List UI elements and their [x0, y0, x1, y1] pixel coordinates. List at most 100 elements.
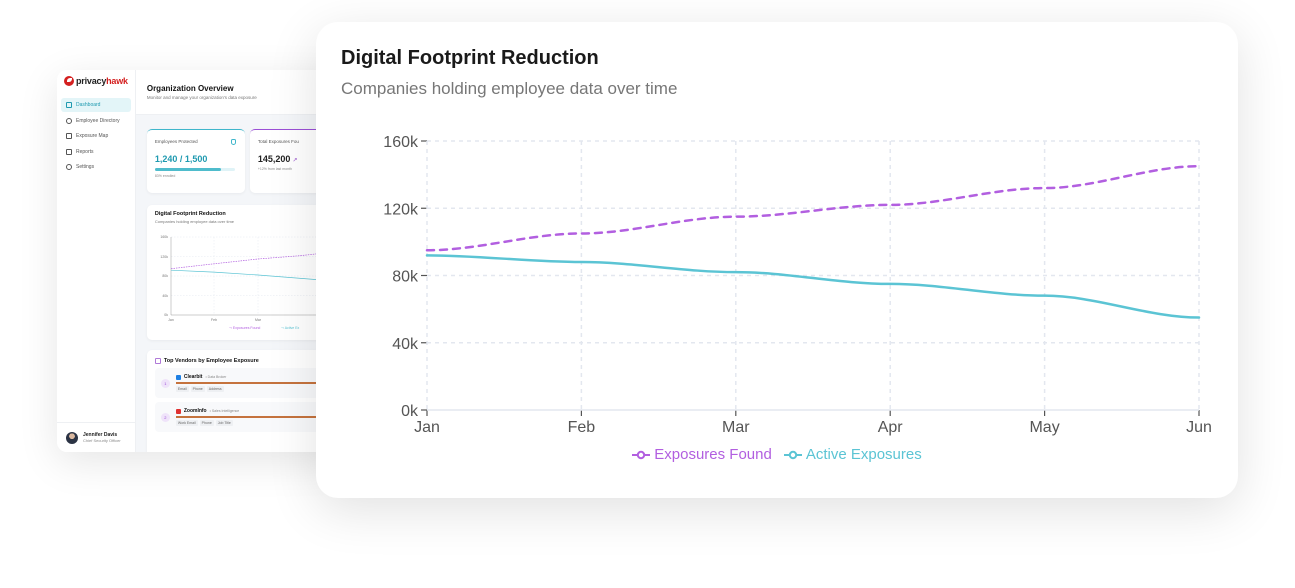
svg-text:Jan: Jan	[168, 318, 174, 322]
sidebar-item-label: Settings	[76, 164, 95, 170]
data-type-tag: Job Title	[215, 420, 233, 426]
top-vendors-card: Top Vendors by Employee Exposure 1 Clear…	[146, 350, 347, 452]
svg-text:80k: 80k	[162, 274, 168, 278]
document-icon	[66, 148, 72, 155]
users-icon	[66, 117, 72, 124]
svg-text:40k: 40k	[162, 294, 168, 298]
mini-chart-title: Digital Footprint Reduction	[154, 211, 226, 217]
avatar	[66, 431, 78, 444]
vendor-exposure-bar	[175, 416, 316, 418]
brand-logo[interactable]: privacyhawk	[57, 70, 135, 92]
vendor-category: • Sales Intelligence	[209, 409, 240, 413]
gear-icon	[66, 164, 72, 170]
vendor-rank: 2	[160, 412, 170, 422]
legend-item-active-exposures[interactable]: Active Exposures	[783, 446, 922, 463]
sidebar-item-label: Reports	[76, 148, 94, 155]
user-name: Jennifer Davis	[83, 432, 118, 438]
user-role: Chief Security Officer	[83, 438, 121, 443]
svg-text:Apr: Apr	[878, 419, 904, 436]
grid-icon	[66, 102, 72, 108]
footprint-chart-card: Digital Footprint Reduction Companies ho…	[316, 22, 1238, 498]
building-icon	[154, 358, 161, 364]
data-type-tag: Phone	[199, 420, 214, 426]
sidebar-item-settings[interactable]: Settings	[61, 160, 131, 174]
main-content: Organization Overview Monitor and manage…	[135, 70, 347, 452]
user-profile[interactable]: Jennifer Davis Chief Security Officer	[57, 422, 135, 452]
enrollment-progress-bar	[154, 168, 235, 171]
svg-text:⊸ Exposures Found: ⊸ Exposures Found	[229, 326, 260, 330]
sidebar-item-label: Exposure Map	[76, 133, 109, 139]
exposures-found-line	[425, 164, 1201, 252]
svg-text:Feb: Feb	[568, 419, 596, 436]
vendor-name: ZoomInfo	[183, 408, 207, 414]
line-chart[interactable]: 0k 40k 80k 120k 160k Jan Feb Mar Apr May Jun	[316, 22, 1238, 498]
kpi-value: 1,240 / 1,500	[154, 154, 208, 164]
data-type-tag: Address	[206, 386, 224, 392]
sidebar-nav: Dashboard Employee Directory Exposure Ma…	[57, 92, 135, 182]
sidebar-item-employee-directory[interactable]: Employee Directory	[61, 114, 131, 128]
vendor-rank: 1	[160, 378, 170, 388]
svg-text:160k: 160k	[160, 235, 168, 239]
line-marker-icon	[783, 450, 802, 459]
zoominfo-logo-icon	[175, 408, 181, 414]
vendor-category: • Data Broker	[205, 375, 227, 379]
page-header: Organization Overview Monitor and manage…	[135, 70, 347, 115]
active-exposures-line	[425, 254, 1201, 319]
svg-text:120k: 120k	[383, 201, 419, 218]
data-type-tag: Email	[175, 386, 189, 392]
svg-text:⊸ Active Ex: ⊸ Active Ex	[281, 326, 300, 330]
shield-icon	[230, 139, 236, 145]
mini-line-chart: 160k 120k 80k 40k 0k Jan Feb Mar ⊸ Exposures F…	[160, 235, 347, 330]
svg-text:May: May	[1029, 419, 1059, 436]
svg-text:120k: 120k	[160, 255, 168, 259]
vendor-row[interactable]: 1 Clearbit • Data Broker Email Phone Add…	[154, 368, 339, 398]
sidebar-item-label: Employee Directory	[76, 117, 120, 124]
data-type-tag: Phone	[190, 386, 205, 392]
chart-subtitle: Companies holding employee data over tim…	[341, 79, 678, 98]
svg-text:Jun: Jun	[1186, 419, 1212, 436]
brand-name-part1: privacy	[76, 76, 107, 86]
kpi-note: +12% from last month	[257, 167, 292, 171]
chart-title: Digital Footprint Reduction	[341, 47, 599, 69]
clearbit-logo-icon	[175, 374, 181, 380]
vendor-name: Clearbit	[183, 374, 203, 380]
sidebar-item-exposure-map[interactable]: Exposure Map	[61, 129, 131, 143]
dashed-line-marker-icon	[632, 450, 651, 459]
sidebar-item-reports[interactable]: Reports	[61, 145, 131, 159]
legend-label: Active Exposures	[805, 446, 922, 463]
svg-text:Feb: Feb	[211, 318, 217, 322]
chart-legend: Exposures Found Active Exposures	[316, 446, 1238, 463]
kpi-employees-protected[interactable]: Employees Protected 1,240 / 1,500 83% en…	[146, 129, 245, 193]
trend-up-icon: ↗	[292, 158, 298, 164]
svg-text:Jan: Jan	[414, 419, 440, 436]
hawk-logo-icon	[64, 76, 74, 86]
page-subtitle: Monitor and manage your organization's d…	[146, 95, 257, 100]
page-title: Organization Overview	[146, 84, 234, 93]
mini-chart-subtitle: Companies holding employee data over tim…	[154, 219, 234, 224]
svg-text:40k: 40k	[392, 336, 419, 353]
svg-text:Mar: Mar	[255, 318, 262, 322]
kpi-label: Employees Protected	[154, 139, 198, 144]
kpi-note: 83% enrolled	[154, 174, 176, 178]
data-type-tag: Work Email	[175, 420, 198, 426]
brand-name-part2: hawk	[106, 76, 128, 86]
mini-chart-card: Digital Footprint Reduction Companies ho…	[146, 205, 347, 340]
legend-item-exposures-found[interactable]: Exposures Found	[632, 446, 772, 463]
sidebar-item-dashboard[interactable]: Dashboard	[61, 98, 131, 112]
vendors-title: Top Vendors by Employee Exposure	[163, 358, 259, 364]
svg-text:160k: 160k	[383, 134, 419, 151]
vendor-exposure-bar	[175, 382, 316, 384]
dashboard-window: privacyhawk Dashboard Employee Directory…	[57, 70, 347, 452]
vendor-row[interactable]: 2 ZoomInfo • Sales Intelligence Work Ema…	[154, 402, 339, 432]
map-icon	[66, 133, 72, 139]
kpi-value: 145,200	[257, 154, 291, 164]
svg-text:Mar: Mar	[722, 419, 750, 436]
sidebar: privacyhawk Dashboard Employee Directory…	[57, 70, 136, 452]
kpi-label: Total Exposures Fou	[257, 139, 299, 144]
svg-text:0k: 0k	[401, 403, 419, 420]
legend-label: Exposures Found	[654, 446, 772, 463]
svg-text:80k: 80k	[392, 269, 419, 286]
svg-text:0k: 0k	[164, 313, 168, 317]
sidebar-item-label: Dashboard	[76, 102, 101, 108]
